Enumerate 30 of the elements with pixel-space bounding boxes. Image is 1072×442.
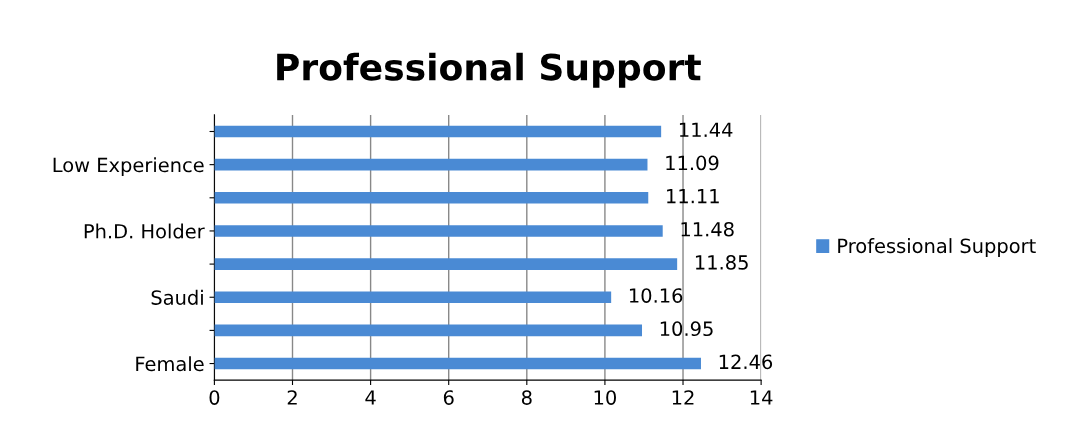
data-label: 11.11 (667, 188, 719, 204)
chart-title: Professional Support (277, 52, 701, 88)
data-label: 11.09 (666, 155, 719, 171)
x-tick-label: 14 (750, 390, 773, 405)
x-tick-label: 2 (287, 390, 297, 405)
bar (214, 357, 701, 370)
y-tick-label: Low Experience (53, 157, 204, 177)
y-tick-label: Ph.D. Holder (84, 223, 205, 239)
data-label: 11.48 (681, 221, 734, 237)
bar (214, 324, 643, 337)
data-label: 12.46 (719, 354, 773, 370)
x-tick-label: 12 (672, 390, 694, 405)
data-label: 11.44 (679, 122, 733, 137)
legend-label: Professional Support (838, 238, 1036, 257)
data-label: 10.95 (660, 321, 713, 337)
bar (214, 191, 649, 204)
bar (214, 291, 612, 304)
bar (214, 258, 678, 270)
bar (214, 158, 648, 171)
x-tick-label: 10 (594, 390, 616, 405)
data-label: 10.16 (629, 288, 683, 303)
y-tick-label: Saudi (151, 289, 203, 305)
y-tick-label: Female (136, 356, 204, 372)
bar (214, 125, 662, 138)
x-tick-label: 4 (365, 390, 376, 405)
data-label: 11.85 (695, 255, 748, 270)
bar (214, 225, 663, 237)
x-tick-label: 6 (443, 390, 454, 405)
x-tick-label: 8 (521, 390, 532, 405)
x-tick-label: 0 (209, 390, 220, 405)
